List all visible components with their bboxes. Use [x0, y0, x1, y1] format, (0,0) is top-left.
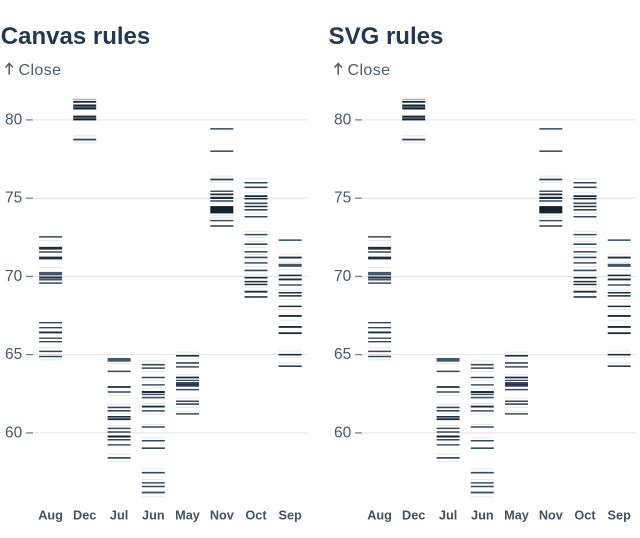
- svg-text:SVG rules: SVG rules: [329, 23, 444, 50]
- svg-text:Canvas rules: Canvas rules: [1, 23, 150, 50]
